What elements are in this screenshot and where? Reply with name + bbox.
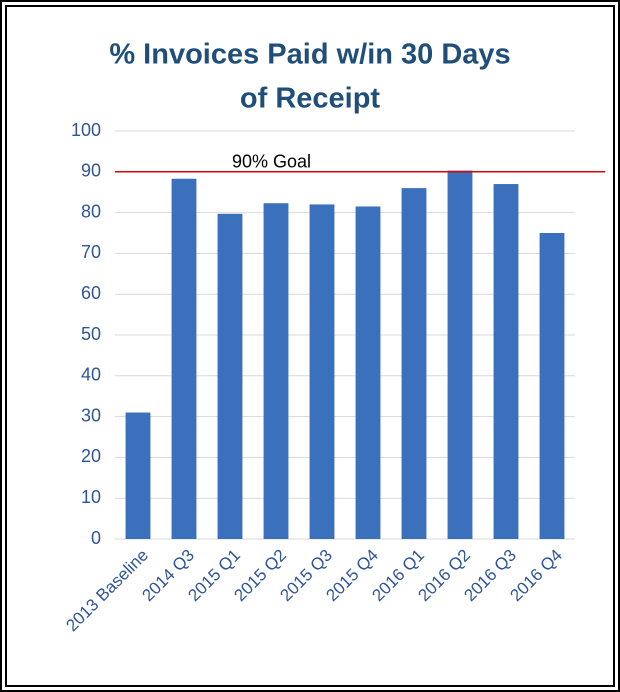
bar — [539, 233, 565, 539]
y-tick-label: 50 — [81, 324, 101, 344]
y-tick-label: 20 — [81, 446, 101, 466]
inner-frame — [5, 5, 615, 687]
bar — [493, 184, 519, 540]
bar — [217, 213, 243, 539]
y-tick-label: 10 — [81, 487, 101, 507]
y-tick-label: 70 — [81, 242, 101, 262]
bar — [263, 203, 289, 539]
bar — [309, 204, 335, 539]
y-tick-label: 60 — [81, 283, 101, 303]
goal-label: 90% Goal — [232, 152, 311, 172]
bar — [401, 188, 427, 539]
bar — [355, 206, 381, 540]
y-tick-label: 0 — [91, 528, 101, 548]
y-tick-label: 80 — [81, 201, 101, 221]
y-tick-label: 100 — [71, 120, 101, 140]
chart-title: % Invoices Paid w/in 30 Days — [109, 39, 510, 71]
chart-title: of Receipt — [240, 83, 381, 115]
y-tick-label: 30 — [81, 405, 101, 425]
bar — [125, 412, 151, 539]
y-tick-label: 90 — [81, 161, 101, 181]
y-tick-label: 40 — [81, 365, 101, 385]
bar — [447, 170, 473, 540]
bar — [171, 178, 197, 539]
